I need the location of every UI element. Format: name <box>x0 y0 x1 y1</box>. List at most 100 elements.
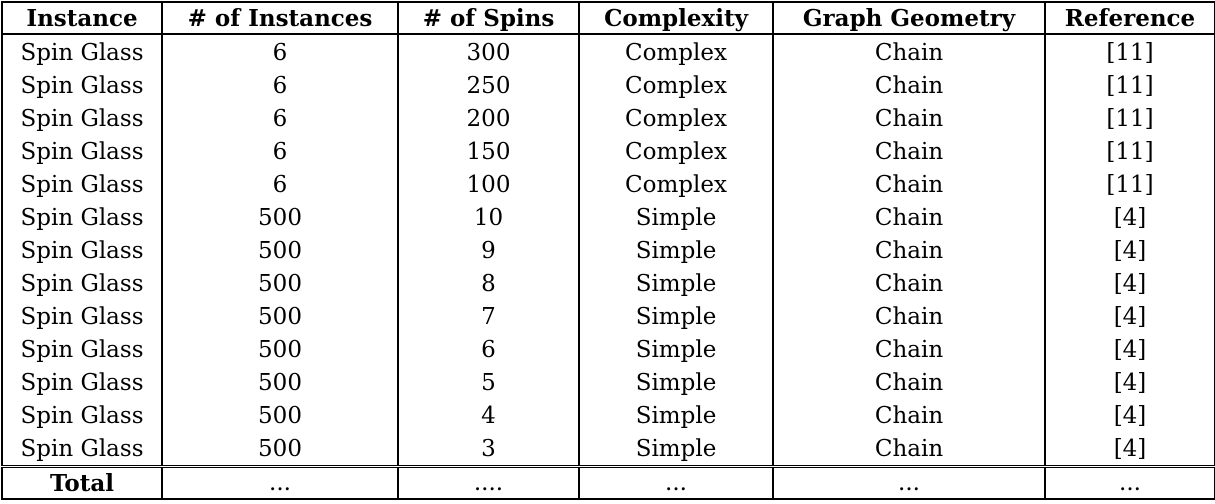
table-row: Spin Glass 500 10 Simple Chain [4] <box>1 201 1215 234</box>
cell-reference: [4] <box>1044 333 1215 366</box>
table-body: Spin Glass 6 300 Complex Chain [11] Spin Glass… <box>1 34 1215 467</box>
cell-complexity: Complex <box>578 168 774 201</box>
table-row: Spin Glass 6 100 Complex Chain [11] <box>1 168 1215 201</box>
cell-reference: [4] <box>1044 234 1215 267</box>
cell-complexity: Complex <box>578 135 774 168</box>
cell-graph-geometry: Chain <box>772 267 1046 300</box>
cell-instance: Spin Glass <box>1 399 163 432</box>
header-reference: Reference <box>1044 1 1215 35</box>
cell-graph-geometry: Chain <box>772 432 1046 467</box>
cell-complexity: Simple <box>578 201 774 234</box>
cell-num-instances: 500 <box>161 399 399 432</box>
total-row: Total ... .... ... ... ... <box>1 465 1215 500</box>
cell-num-spins: 250 <box>397 69 580 102</box>
cell-complexity: Simple <box>578 300 774 333</box>
cell-num-instances: 500 <box>161 234 399 267</box>
cell-instance: Spin Glass <box>1 432 163 467</box>
cell-graph-geometry: Chain <box>772 366 1046 399</box>
cell-instance: Spin Glass <box>1 333 163 366</box>
cell-num-instances: 500 <box>161 267 399 300</box>
cell-instance: Spin Glass <box>1 300 163 333</box>
cell-reference: [4] <box>1044 366 1215 399</box>
cell-num-spins: 9 <box>397 234 580 267</box>
cell-complexity: Simple <box>578 333 774 366</box>
table-row: Spin Glass 6 150 Complex Chain [11] <box>1 135 1215 168</box>
table-row: Spin Glass 500 7 Simple Chain [4] <box>1 300 1215 333</box>
cell-instance: Spin Glass <box>1 234 163 267</box>
cell-graph-geometry: Chain <box>772 102 1046 135</box>
cell-num-instances: 500 <box>161 201 399 234</box>
cell-reference: [11] <box>1044 102 1215 135</box>
total-cell: .... <box>397 465 580 500</box>
cell-complexity: Complex <box>578 34 774 69</box>
cell-instance: Spin Glass <box>1 366 163 399</box>
table-row: Spin Glass 500 5 Simple Chain [4] <box>1 366 1215 399</box>
cell-num-spins: 6 <box>397 333 580 366</box>
cell-reference: [4] <box>1044 399 1215 432</box>
cell-num-instances: 500 <box>161 300 399 333</box>
header-instance: Instance <box>1 1 163 35</box>
table-row: Spin Glass 500 6 Simple Chain [4] <box>1 333 1215 366</box>
table-row: Spin Glass 500 9 Simple Chain [4] <box>1 234 1215 267</box>
cell-complexity: Complex <box>578 69 774 102</box>
cell-reference: [4] <box>1044 267 1215 300</box>
cell-instance: Spin Glass <box>1 69 163 102</box>
total-cell: ... <box>1044 465 1215 500</box>
cell-num-instances: 500 <box>161 333 399 366</box>
table-row: Spin Glass 500 4 Simple Chain [4] <box>1 399 1215 432</box>
cell-reference: [11] <box>1044 135 1215 168</box>
table-row: Spin Glass 6 200 Complex Chain [11] <box>1 102 1215 135</box>
cell-instance: Spin Glass <box>1 201 163 234</box>
cell-graph-geometry: Chain <box>772 300 1046 333</box>
cell-num-spins: 5 <box>397 366 580 399</box>
cell-instance: Spin Glass <box>1 135 163 168</box>
cell-reference: [11] <box>1044 34 1215 69</box>
cell-reference: [11] <box>1044 69 1215 102</box>
table-row: Spin Glass 6 250 Complex Chain [11] <box>1 69 1215 102</box>
total-label: Total <box>1 465 163 500</box>
cell-instance: Spin Glass <box>1 34 163 69</box>
cell-reference: [11] <box>1044 168 1215 201</box>
table-row: Spin Glass 500 8 Simple Chain [4] <box>1 267 1215 300</box>
cell-reference: [4] <box>1044 201 1215 234</box>
table-row: Spin Glass 500 3 Simple Chain [4] <box>1 432 1215 467</box>
cell-num-instances: 6 <box>161 69 399 102</box>
cell-complexity: Simple <box>578 366 774 399</box>
cell-instance: Spin Glass <box>1 168 163 201</box>
cell-num-instances: 6 <box>161 102 399 135</box>
cell-graph-geometry: Chain <box>772 69 1046 102</box>
cell-instance: Spin Glass <box>1 102 163 135</box>
cell-num-spins: 10 <box>397 201 580 234</box>
table-header-row: Instance # of Instances # of Spins Compl… <box>1 1 1215 35</box>
cell-num-spins: 7 <box>397 300 580 333</box>
cell-num-spins: 4 <box>397 399 580 432</box>
cell-graph-geometry: Chain <box>772 168 1046 201</box>
cell-complexity: Simple <box>578 267 774 300</box>
cell-graph-geometry: Chain <box>772 333 1046 366</box>
cell-complexity: Simple <box>578 399 774 432</box>
total-cell: ... <box>161 465 399 500</box>
cell-num-spins: 3 <box>397 432 580 467</box>
cell-num-instances: 500 <box>161 432 399 467</box>
cell-graph-geometry: Chain <box>772 135 1046 168</box>
cell-num-instances: 6 <box>161 135 399 168</box>
cell-complexity: Simple <box>578 234 774 267</box>
cell-num-instances: 500 <box>161 366 399 399</box>
cell-reference: [4] <box>1044 432 1215 467</box>
cell-graph-geometry: Chain <box>772 34 1046 69</box>
cell-num-spins: 100 <box>397 168 580 201</box>
total-cell: ... <box>578 465 774 500</box>
header-complexity: Complexity <box>578 1 774 35</box>
cell-complexity: Simple <box>578 432 774 467</box>
header-graph-geometry: Graph Geometry <box>772 1 1046 35</box>
cell-graph-geometry: Chain <box>772 399 1046 432</box>
cell-complexity: Complex <box>578 102 774 135</box>
cell-graph-geometry: Chain <box>772 201 1046 234</box>
cell-num-spins: 8 <box>397 267 580 300</box>
cell-graph-geometry: Chain <box>772 234 1046 267</box>
cell-instance: Spin Glass <box>1 267 163 300</box>
cell-num-instances: 6 <box>161 34 399 69</box>
header-num-spins: # of Spins <box>397 1 580 35</box>
header-num-instances: # of Instances <box>161 1 399 35</box>
